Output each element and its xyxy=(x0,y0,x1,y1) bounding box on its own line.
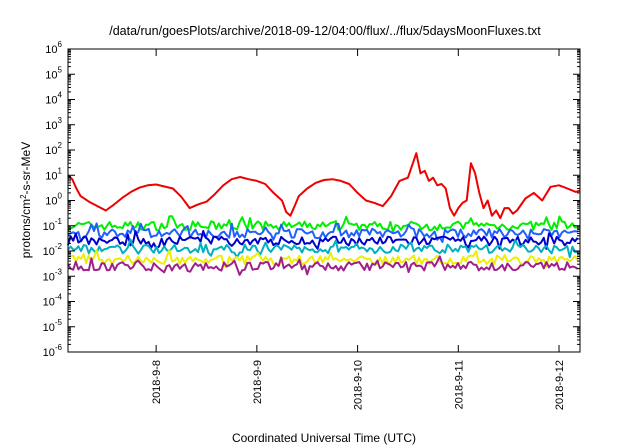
x-tick-label: 2018-9-9 xyxy=(252,360,264,404)
y-tick-label: 10-4 xyxy=(43,293,63,309)
y-tick-label: 10-6 xyxy=(43,343,63,359)
x-tick-label: 2018-9-12 xyxy=(554,360,566,410)
plot-frame xyxy=(67,48,581,353)
y-axis-label-sup: 2 xyxy=(19,194,28,199)
series-line xyxy=(67,222,578,243)
x-tick-label: 2018-9-8 xyxy=(151,360,163,404)
y-axis: 10-6 10-5 10-4 10-3 10-2 10-1 100 101 102 103 104 1… xyxy=(43,40,580,359)
y-tick-label: 106 xyxy=(45,40,62,56)
y-tick-label: 10-1 xyxy=(43,217,63,233)
x-tick-label: 2018-9-10 xyxy=(353,360,365,410)
series-line xyxy=(67,238,578,259)
y-tick-label: 101 xyxy=(45,166,62,182)
x-tick-label: 2018-9-11 xyxy=(453,360,465,409)
series-line xyxy=(67,249,579,269)
chart-title: /data/run/goesPlots/archive/2018-09-12/0… xyxy=(109,24,541,38)
series-line xyxy=(67,255,579,276)
x-axis-label: Coordinated Universal Time (UTC) xyxy=(232,431,416,445)
series-line xyxy=(67,215,578,233)
series-line xyxy=(67,230,579,250)
y-tick-label: 103 xyxy=(45,116,62,132)
y-tick-label: 10-3 xyxy=(43,267,63,283)
y-tick-label: 10-5 xyxy=(43,318,63,334)
y-tick-label: 100 xyxy=(45,192,62,208)
y-axis-label: protons/cm2-s-sr-MeV xyxy=(19,142,34,258)
y-tick-label: 104 xyxy=(45,91,62,107)
series-line xyxy=(67,152,581,220)
y-axis-label-main: protons/cm xyxy=(19,199,33,258)
y-tick-label: 102 xyxy=(45,141,62,157)
x-axis: 2018-9-8 2018-9-9 2018-9-10 2018-9-11 2018-9… xyxy=(151,49,566,410)
series-layer xyxy=(67,152,581,276)
y-tick-label: 105 xyxy=(45,65,62,81)
y-axis-label-rest: -s-sr-MeV xyxy=(19,142,33,195)
y-tick-label: 10-2 xyxy=(43,242,63,258)
